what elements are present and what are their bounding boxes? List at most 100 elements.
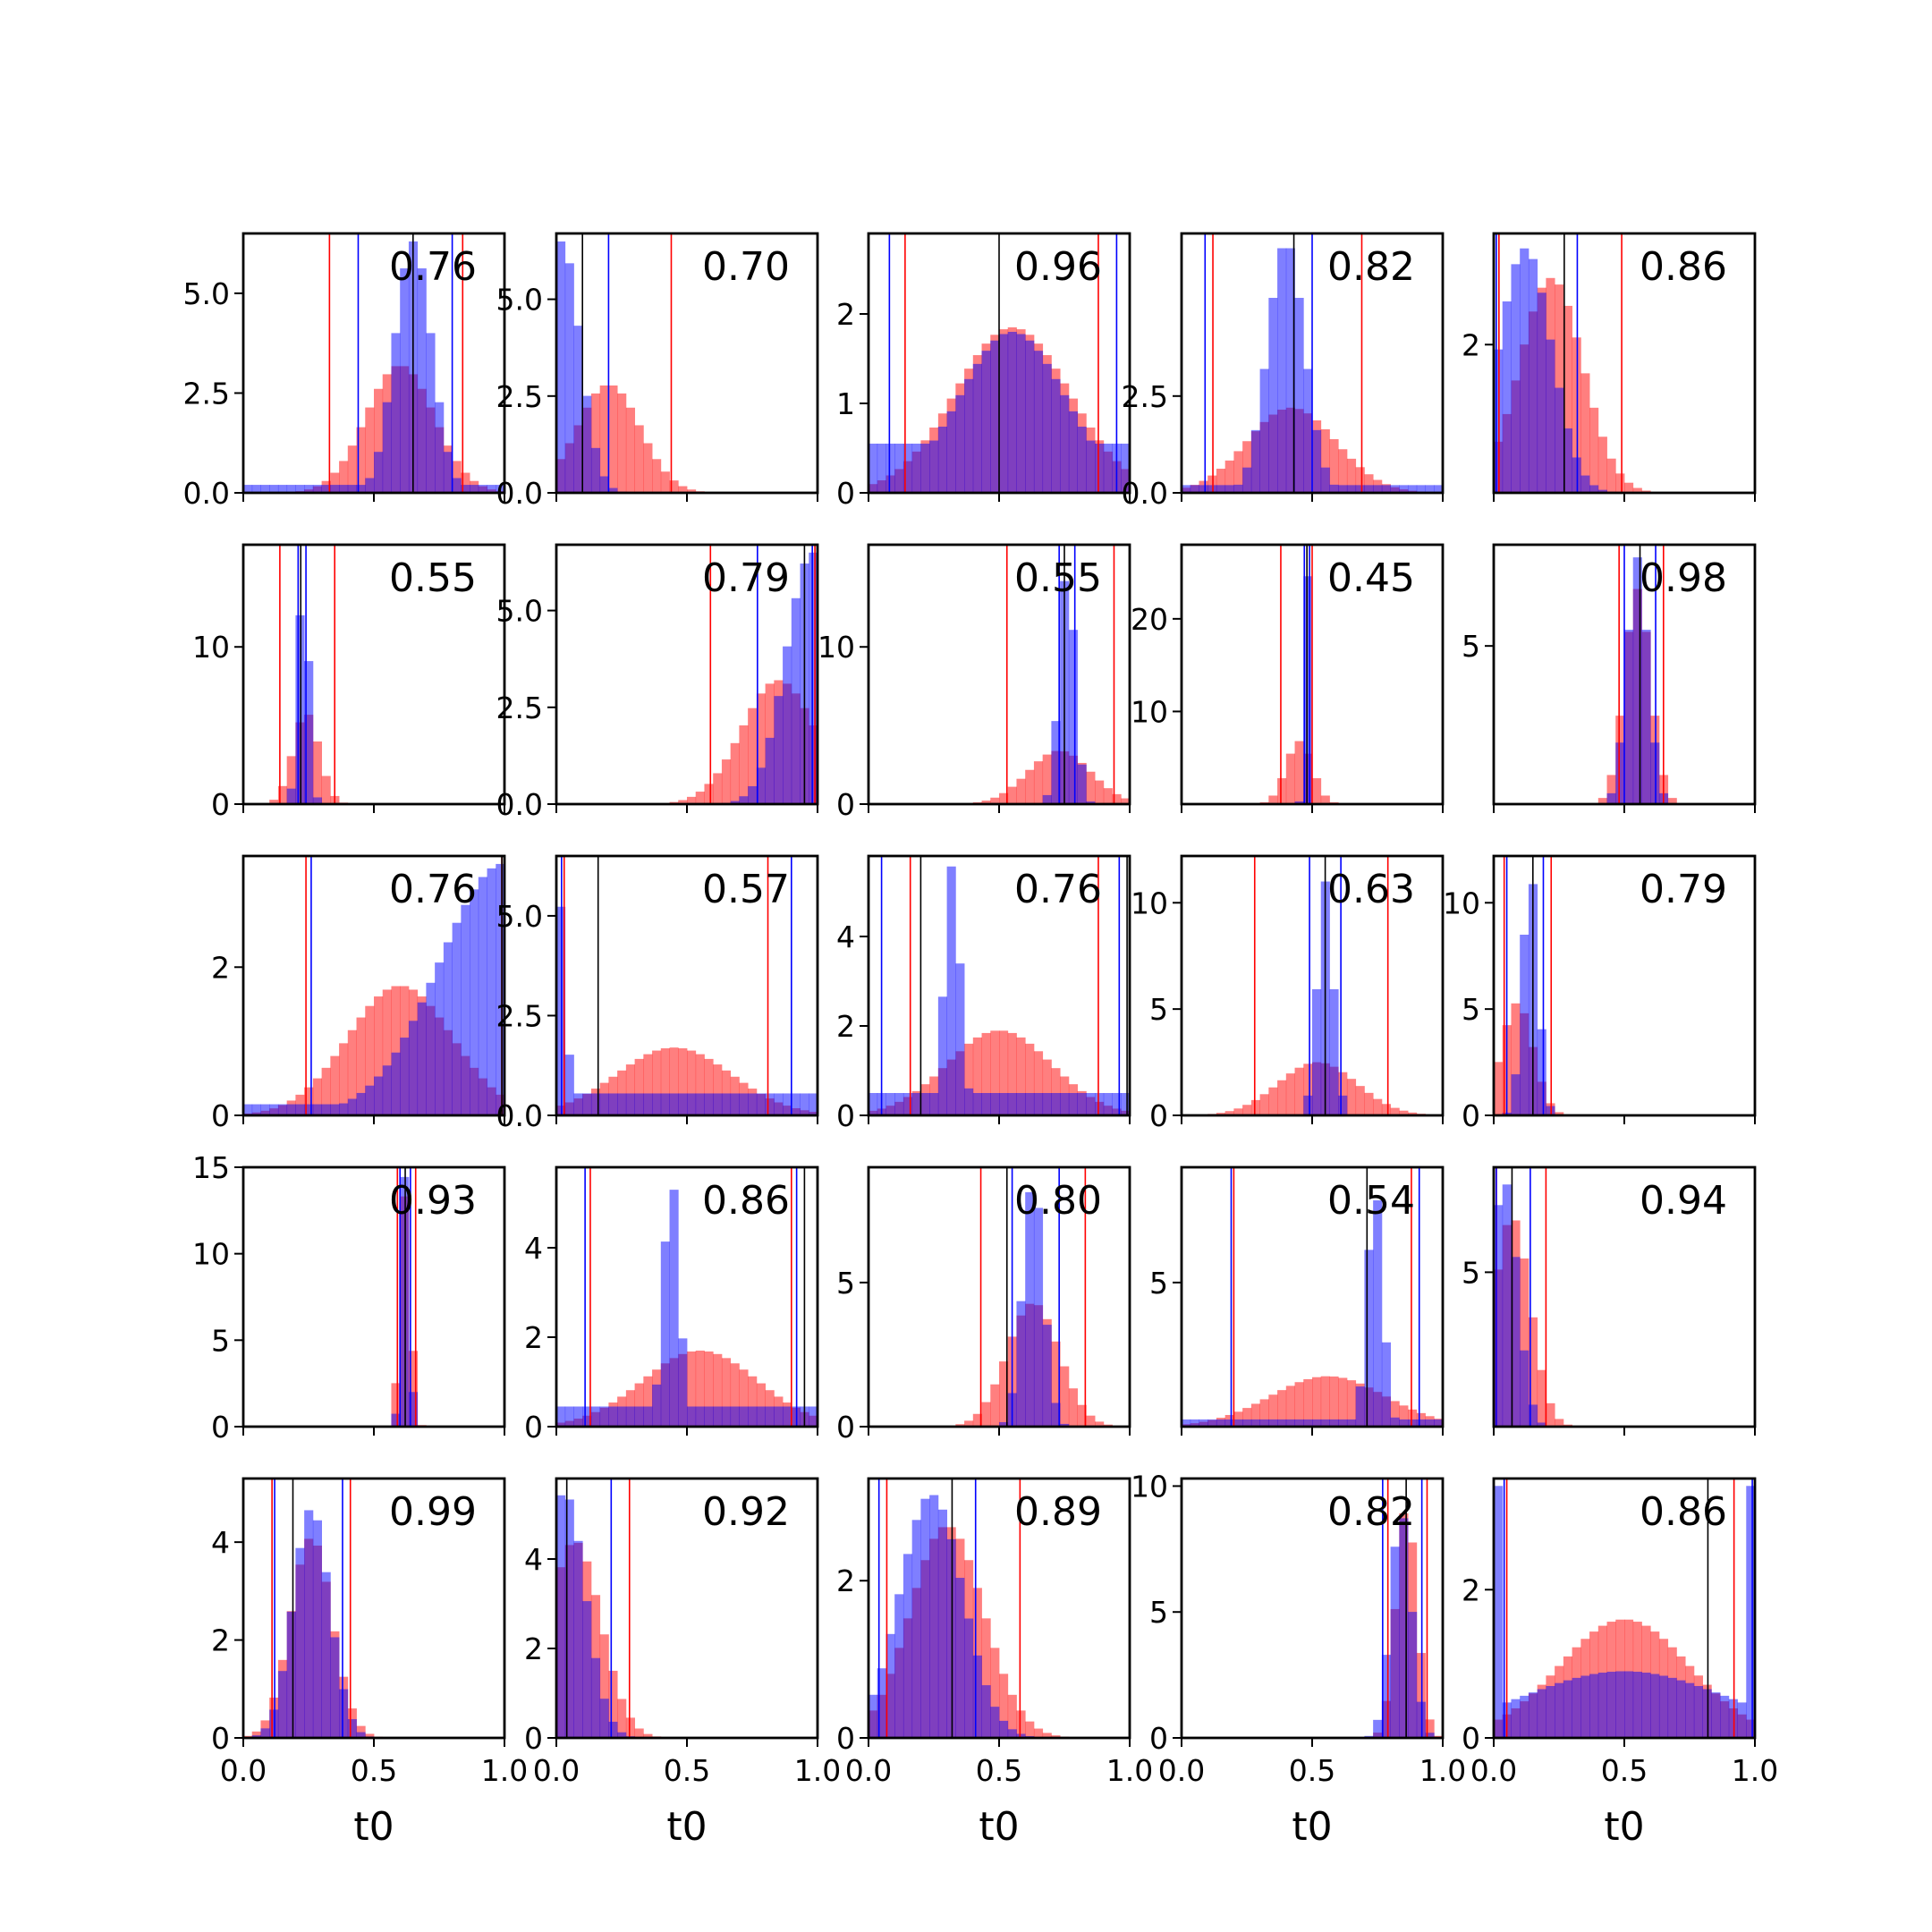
blue-histogram-bar bbox=[877, 444, 886, 493]
blue-histogram-bar bbox=[894, 444, 904, 493]
red-histogram-bar bbox=[643, 1376, 653, 1427]
blue-histogram-bar bbox=[1208, 1419, 1217, 1427]
blue-histogram-bar bbox=[625, 1406, 635, 1427]
blue-histogram-bar bbox=[277, 1104, 288, 1115]
blue-histogram-bar bbox=[1434, 1419, 1443, 1427]
blue-histogram-bar bbox=[617, 1093, 627, 1115]
blue-histogram-bar bbox=[1373, 485, 1383, 493]
blue-histogram-bar bbox=[295, 485, 305, 493]
red-histogram-bar bbox=[391, 1383, 401, 1427]
red-histogram-bar bbox=[339, 461, 349, 493]
blue-histogram-bar bbox=[1224, 1419, 1234, 1427]
red-histogram-bar bbox=[1007, 1032, 1017, 1115]
subplot-4-2: 0.86 0 2 4 bbox=[524, 1165, 819, 1445]
blue-histogram-bar bbox=[321, 1572, 331, 1738]
blue-histogram-bar bbox=[1425, 485, 1435, 493]
blue-histogram-bar bbox=[1572, 1677, 1581, 1738]
blue-histogram-bar bbox=[1667, 1677, 1677, 1738]
blue-histogram-bar bbox=[981, 1685, 991, 1738]
blue-histogram-bar bbox=[470, 889, 479, 1115]
blue-histogram-bar bbox=[556, 241, 566, 493]
plot-area bbox=[669, 545, 818, 804]
subplot-3-3: 0.76 0 2 4 bbox=[836, 854, 1131, 1133]
panel-score: 0.86 bbox=[1640, 244, 1727, 290]
blue-histogram-bar bbox=[1606, 1672, 1616, 1738]
blue-histogram-bar bbox=[1190, 485, 1199, 493]
red-histogram-bar bbox=[1494, 1062, 1504, 1115]
blue-histogram-bar bbox=[981, 1093, 991, 1115]
blue-histogram-bar bbox=[643, 1406, 653, 1427]
blue-histogram-bar bbox=[461, 485, 470, 493]
subplot-1-4: 0.82 0.0 2.5 bbox=[1122, 232, 1445, 511]
red-histogram-bar bbox=[999, 1674, 1009, 1738]
blue-histogram-bar bbox=[1520, 1695, 1530, 1738]
blue-histogram-bar bbox=[756, 1093, 766, 1115]
blue-histogram-bar bbox=[1312, 1419, 1322, 1427]
y-tick-label: 0 bbox=[836, 1721, 855, 1756]
blue-histogram-bar bbox=[590, 1406, 601, 1427]
red-histogram-bar bbox=[678, 1048, 688, 1115]
blue-histogram-bar bbox=[608, 1721, 618, 1738]
plot-area bbox=[869, 856, 1130, 1115]
red-histogram-bar bbox=[1259, 1094, 1269, 1115]
blue-histogram-bar bbox=[1408, 1612, 1418, 1738]
red-histogram-bar bbox=[625, 1717, 635, 1738]
blue-histogram-bar bbox=[1364, 1250, 1374, 1427]
blue-histogram-bar bbox=[972, 1655, 982, 1738]
red-histogram-bar bbox=[756, 693, 766, 804]
red-histogram-bar bbox=[1033, 1728, 1044, 1738]
blue-histogram-bar bbox=[964, 1618, 974, 1738]
blue-histogram-bar bbox=[730, 801, 740, 804]
red-histogram-bar bbox=[365, 407, 375, 493]
blue-histogram-bar bbox=[1511, 1074, 1521, 1115]
y-tick-label: 5 bbox=[1149, 992, 1168, 1027]
blue-histogram-bar bbox=[295, 1547, 305, 1738]
blue-histogram-bar bbox=[1077, 764, 1087, 804]
blue-histogram-bar bbox=[478, 485, 487, 493]
blue-histogram-bar bbox=[374, 452, 384, 493]
subplot-5-2: 0.92 0 2 4 0.0 0.5 1.0 t0 bbox=[524, 1477, 841, 1850]
blue-histogram-bar bbox=[1338, 1095, 1348, 1115]
blue-histogram-bar bbox=[599, 476, 609, 493]
blue-histogram-bar bbox=[955, 394, 965, 493]
panel-score: 0.55 bbox=[389, 555, 477, 601]
subplot-4-4: 0.54 5 bbox=[1149, 1165, 1445, 1436]
blue-histogram-bar bbox=[1502, 301, 1512, 493]
blue-histogram-bar bbox=[1303, 1095, 1313, 1115]
blue-histogram-bar bbox=[1242, 467, 1252, 493]
red-histogram-bar bbox=[704, 1351, 714, 1427]
blue-histogram-bar bbox=[634, 1093, 644, 1115]
red-histogram-bar bbox=[590, 393, 601, 493]
blue-histogram-bar bbox=[1373, 1200, 1383, 1427]
subplot-4-1: 0.93 0 5 10 15 bbox=[192, 1150, 506, 1445]
red-histogram-bar bbox=[748, 708, 758, 804]
blue-histogram-bar bbox=[582, 1093, 592, 1115]
blue-histogram-bar bbox=[695, 1093, 705, 1115]
blue-histogram-bar bbox=[1685, 1682, 1695, 1738]
blue-histogram-bar bbox=[452, 922, 462, 1115]
blue-histogram-bar bbox=[869, 1694, 878, 1738]
plot-area bbox=[243, 1479, 384, 1738]
blue-histogram-bar bbox=[964, 378, 974, 493]
red-histogram-bar bbox=[391, 986, 401, 1115]
red-histogram-bar bbox=[1381, 1104, 1391, 1115]
y-tick-label: 0 bbox=[836, 476, 855, 511]
red-histogram-bar bbox=[374, 996, 384, 1115]
blue-histogram-bar bbox=[999, 334, 1009, 493]
subplot-grid: 0.76 0.0 2.5 5.0 0.70 0.0 2.5 5.0 0.96 0 1 2 0.82 0.0… bbox=[183, 232, 1778, 1850]
red-histogram-bar bbox=[1216, 469, 1226, 493]
red-histogram-bar bbox=[1025, 769, 1035, 804]
y-tick-label: 0 bbox=[1462, 1098, 1480, 1133]
blue-histogram-bar bbox=[608, 1093, 618, 1115]
y-tick-label: 0.0 bbox=[496, 476, 543, 511]
red-histogram-bar bbox=[1016, 1037, 1026, 1115]
blue-histogram-bar bbox=[1294, 298, 1304, 493]
red-histogram-bar bbox=[981, 1402, 991, 1427]
red-histogram-bar bbox=[269, 800, 279, 804]
panel-score: 0.96 bbox=[1014, 244, 1102, 290]
blue-histogram-bar bbox=[312, 485, 322, 493]
red-histogram-bar bbox=[1016, 778, 1026, 804]
blue-histogram-bar bbox=[286, 485, 296, 493]
red-histogram-bar bbox=[321, 1067, 331, 1115]
y-tick-label: 2 bbox=[1462, 327, 1480, 362]
